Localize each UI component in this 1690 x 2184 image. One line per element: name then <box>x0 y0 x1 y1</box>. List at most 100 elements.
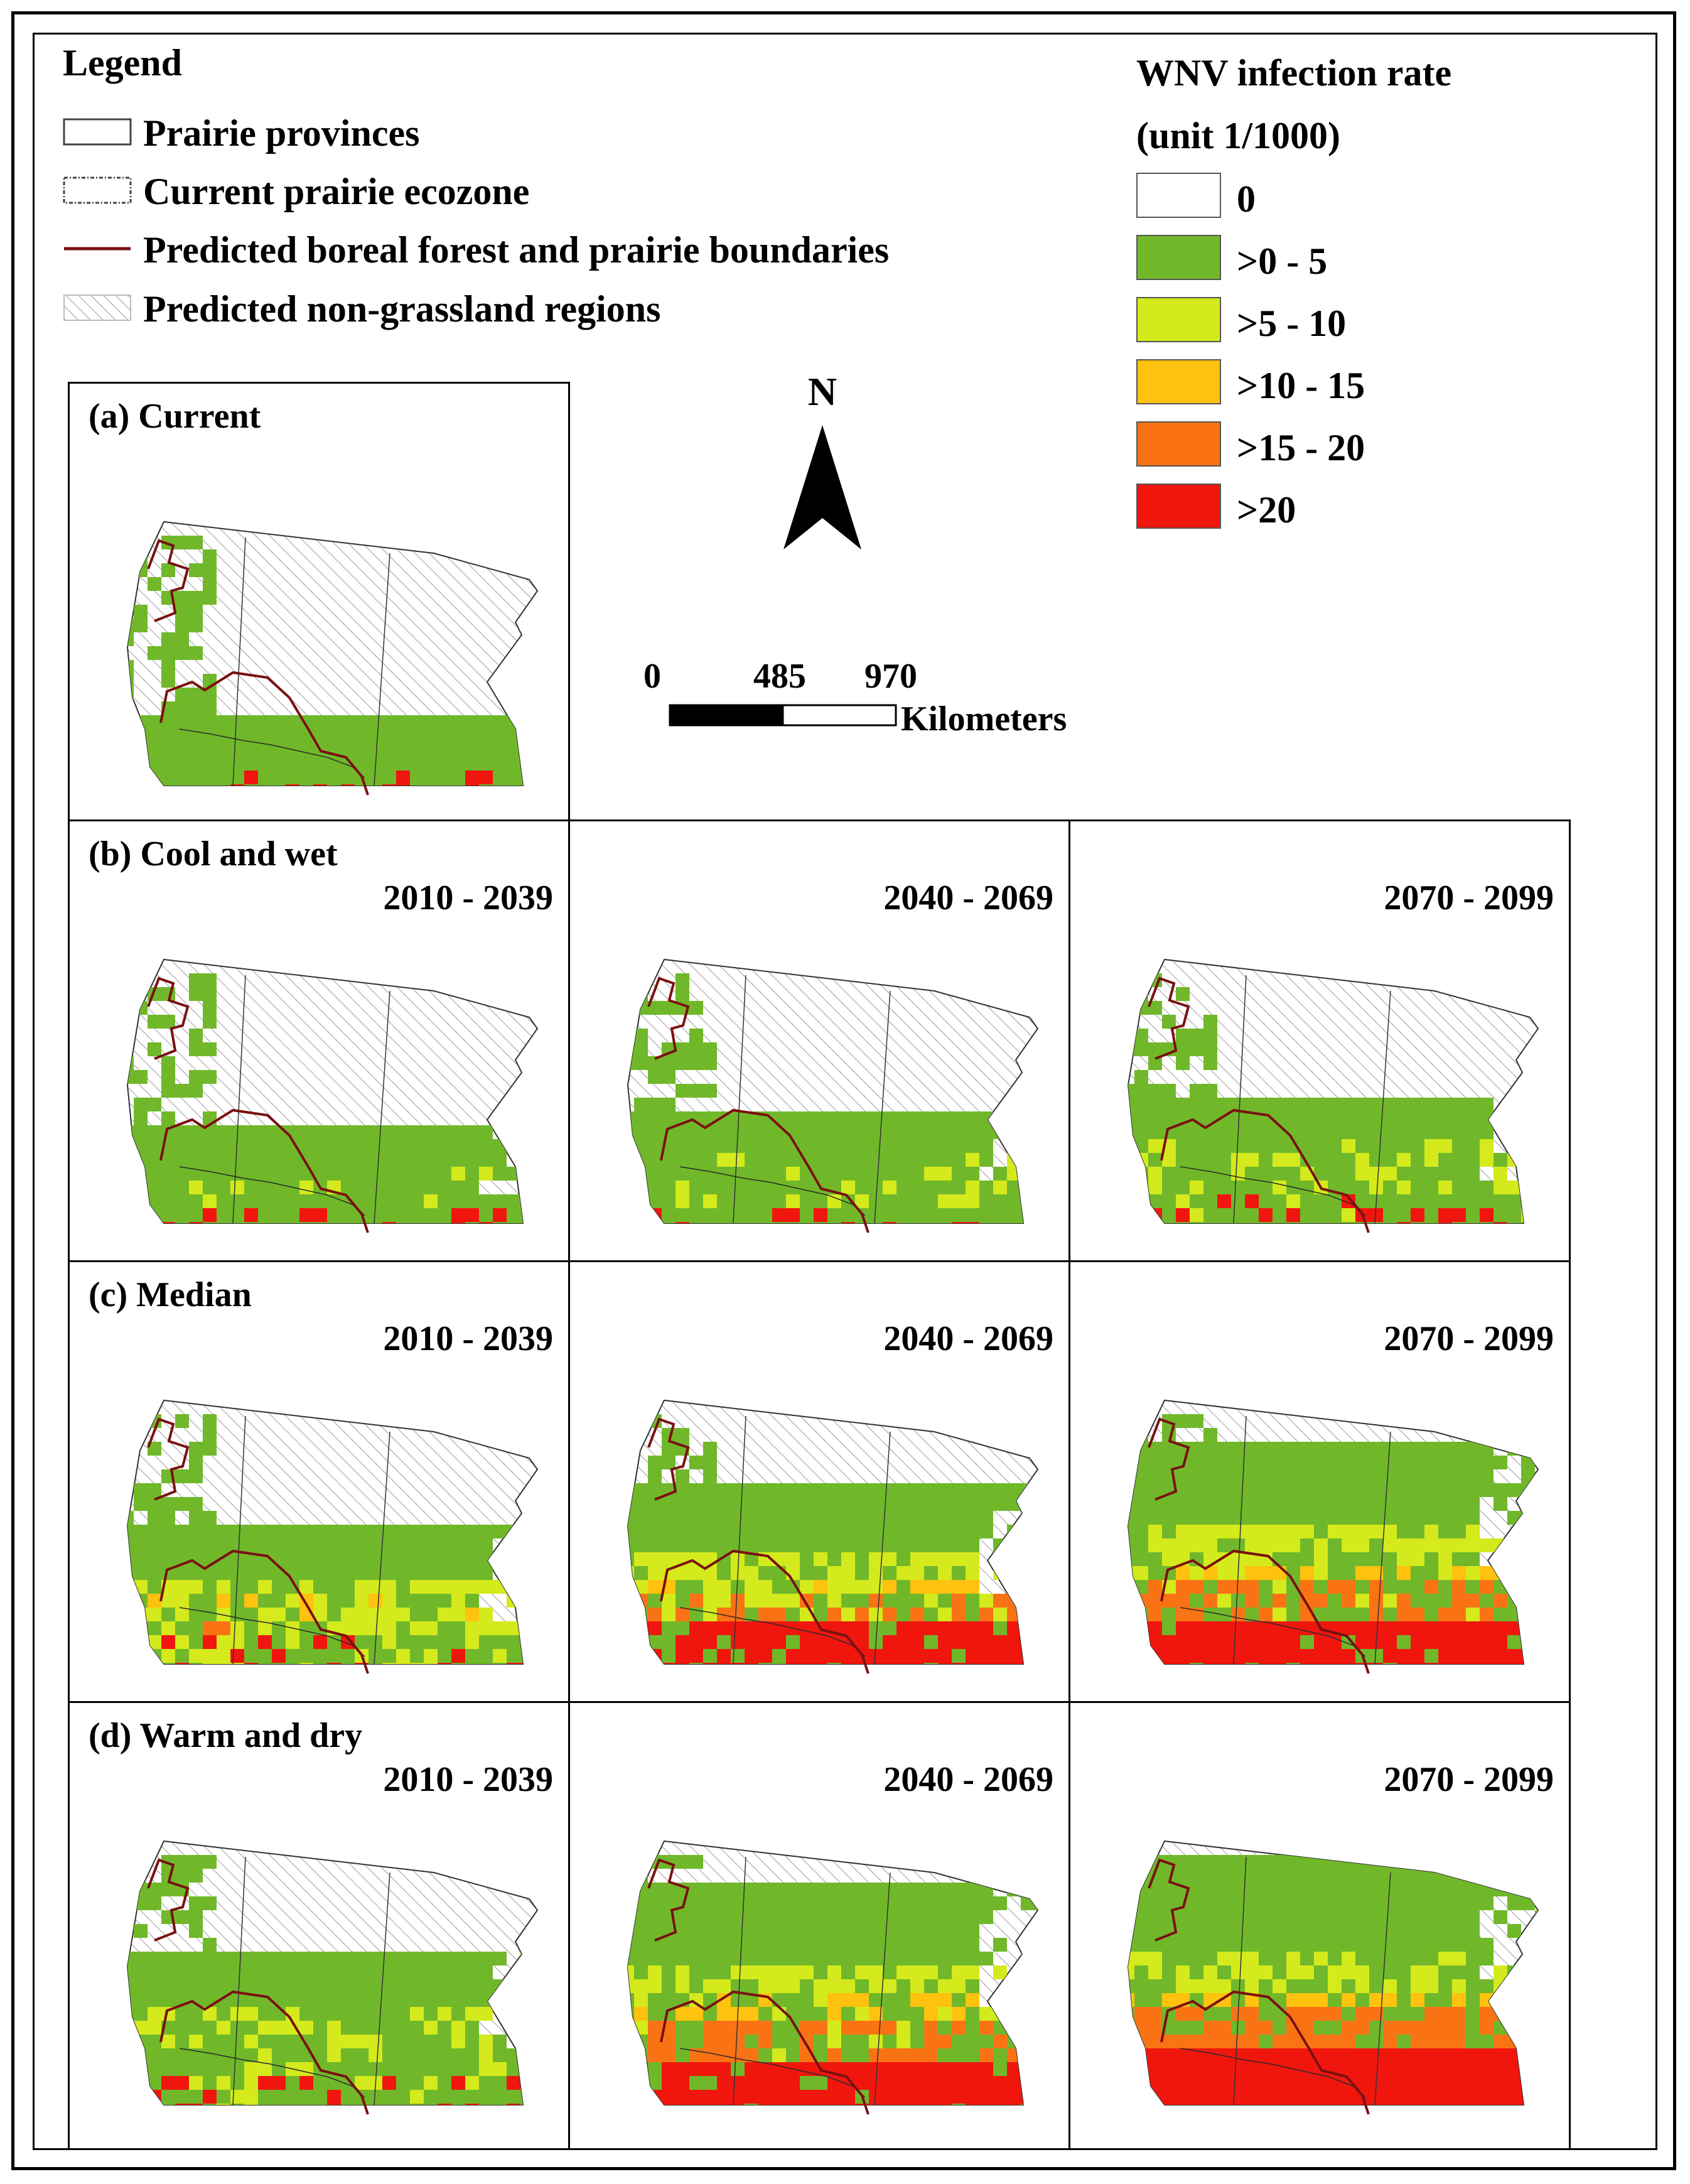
rate-cell <box>731 1552 745 1566</box>
rate-cell <box>814 2035 827 2048</box>
rate-cell <box>814 1194 827 1208</box>
rate-cell <box>1383 1167 1397 1181</box>
province-border <box>733 1415 746 1665</box>
rate-cell <box>217 1208 230 1222</box>
rate-cell <box>1021 1538 1035 1552</box>
rate-cell <box>1148 1965 1162 1979</box>
rate-cell <box>924 1883 938 1896</box>
current-ecozone-symbol <box>63 176 132 204</box>
rate-cell <box>966 1649 979 1663</box>
rate-cell <box>1521 1125 1535 1139</box>
rate-cell <box>451 2090 465 2104</box>
rate-cell <box>520 1167 534 1181</box>
rate-cell <box>1203 1442 1217 1456</box>
rate-cell <box>1134 2104 1148 2105</box>
rate-cell <box>1286 1538 1300 1552</box>
rate-cell <box>203 770 217 784</box>
rate-cell <box>1438 1621 1452 1635</box>
rate-cell <box>1424 2035 1438 2048</box>
rate-cell <box>341 1194 355 1208</box>
rate-cell <box>952 1538 966 1552</box>
rate-cell <box>1203 1924 1217 1938</box>
rate-cell <box>148 1139 161 1153</box>
rate-cell <box>883 1222 896 1223</box>
rate-cell <box>1424 1194 1438 1208</box>
rate-cell <box>1128 1098 1134 1111</box>
rate-cell <box>841 2062 855 2076</box>
rate-cell <box>952 1594 966 1608</box>
rate-cell <box>1300 1442 1314 1456</box>
rate-cell <box>1231 1938 1245 1952</box>
rate-cell <box>1134 2007 1148 2021</box>
rate-cell <box>1521 2076 1535 2090</box>
rate-cell <box>827 1125 841 1139</box>
rate-cell <box>1190 1469 1203 1483</box>
rate-cell <box>148 1594 161 1608</box>
rate-cell <box>410 1952 424 1965</box>
rate-cell <box>1411 1525 1424 1538</box>
rate-cell <box>1021 2062 1035 2076</box>
rate-cell <box>628 1222 634 1223</box>
rate-cell <box>1203 1910 1217 1924</box>
rate-cell <box>1273 1608 1286 1621</box>
rate-cell <box>369 2090 382 2104</box>
rate-cell <box>827 1608 841 1621</box>
rate-cell <box>299 2007 313 2021</box>
rate-cell <box>1355 2062 1369 2076</box>
rate-cell <box>952 2035 966 2048</box>
rate-cell <box>1480 1663 1494 1664</box>
rate-cell <box>648 1167 662 1181</box>
rate-cell <box>424 2021 438 2035</box>
rate-cell <box>1466 1965 1480 1979</box>
rate-cell <box>1203 1525 1217 1538</box>
rate-cell <box>1480 1594 1494 1608</box>
rate-cell <box>1494 1167 1507 1181</box>
rate-cell <box>161 1070 175 1084</box>
rate-cell <box>520 757 534 770</box>
rate-cell <box>662 1952 675 1965</box>
rate-cell <box>1259 1869 1273 1883</box>
rate-cell <box>424 770 438 784</box>
rate-cell <box>1424 1098 1438 1111</box>
rate-cell <box>230 1153 244 1167</box>
rate-cell <box>1259 1125 1273 1139</box>
rate-cell <box>800 2104 814 2105</box>
rate-cell <box>966 1552 979 1566</box>
rate-cell <box>662 2090 675 2104</box>
rate-cell <box>507 2048 520 2062</box>
rate-cell <box>1411 1965 1424 1979</box>
rate-cell <box>148 1511 161 1525</box>
rate-cell <box>272 1594 286 1608</box>
rate-cell <box>341 770 355 784</box>
rate-cell <box>189 1084 203 1098</box>
rate-cell <box>1397 1208 1411 1222</box>
rate-cell <box>161 1167 175 1181</box>
rate-cell <box>1259 1608 1273 1621</box>
rate-cell <box>1217 2007 1231 2021</box>
rate-cell <box>1383 2062 1397 2076</box>
rate-cell <box>717 1167 731 1181</box>
rate-cell <box>1148 2048 1162 2062</box>
rate-cell <box>396 1649 410 1663</box>
rate-cell <box>827 1993 841 2007</box>
rate-cell <box>662 1525 675 1538</box>
rate-cell <box>814 1125 827 1139</box>
rate-cell <box>1245 1552 1259 1566</box>
rate-cell <box>1521 2007 1535 2021</box>
rate-cell <box>910 1153 924 1167</box>
rate-cell <box>1273 1635 1286 1649</box>
rate-cell <box>1369 1456 1383 1469</box>
rate-cell <box>1397 1525 1411 1538</box>
rate-cell <box>1128 1635 1134 1649</box>
rate-cell <box>1203 1208 1217 1222</box>
rate-cell <box>1203 1663 1217 1664</box>
rate-label: 0 <box>1237 178 1256 220</box>
rate-cell <box>814 1910 827 1924</box>
rate-cell <box>1521 1869 1535 1883</box>
rate-cell <box>1494 1855 1507 1869</box>
rate-cell <box>230 1222 244 1223</box>
rate-cell <box>127 1552 134 1566</box>
rate-cell <box>127 2104 134 2105</box>
rate-cell <box>465 1194 479 1208</box>
rate-cell <box>258 1594 272 1608</box>
